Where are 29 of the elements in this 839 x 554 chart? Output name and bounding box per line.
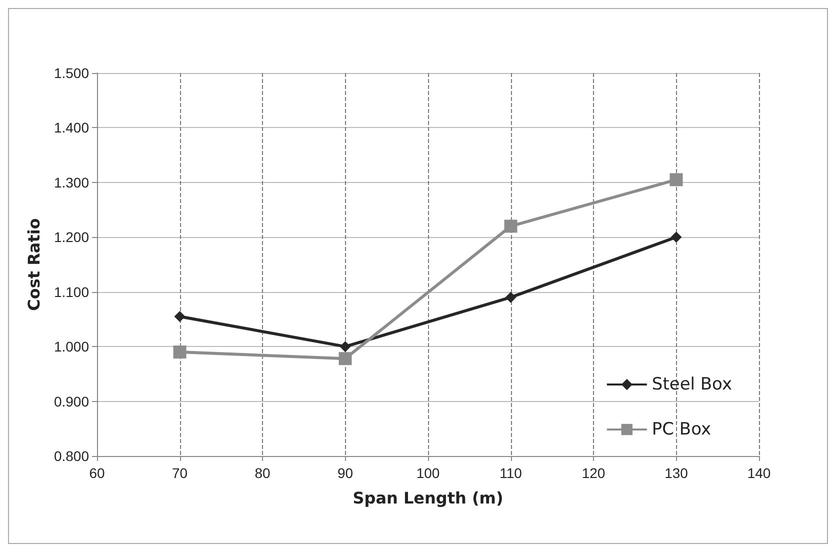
point bbox=[173, 346, 186, 359]
point bbox=[670, 232, 682, 243]
x-tick-label: 140 bbox=[747, 465, 771, 481]
y-tick-label: 1.500 bbox=[54, 65, 90, 81]
x-axis-title: Span Length (m) bbox=[352, 488, 504, 508]
legend-label: PC Box bbox=[652, 420, 712, 440]
y-tick-label: 1.400 bbox=[54, 120, 90, 136]
point bbox=[338, 352, 352, 366]
point bbox=[174, 310, 186, 322]
x-tick-label: 60 bbox=[89, 465, 105, 481]
x-tick-label: 70 bbox=[172, 465, 188, 481]
x-tick-label: 120 bbox=[582, 465, 606, 481]
y-axis-title: Cost Ratio bbox=[24, 218, 44, 311]
y-tick-label: 1.000 bbox=[54, 338, 90, 355]
point bbox=[505, 292, 516, 303]
x-tick-label: 80 bbox=[254, 465, 270, 481]
y-tick-label: 1.200 bbox=[54, 229, 90, 246]
legend-label: Steel Box bbox=[652, 374, 732, 394]
point bbox=[340, 341, 351, 352]
x-tick-label: 110 bbox=[500, 465, 522, 481]
y-tick-label: 0.800 bbox=[54, 448, 90, 464]
y-tick-label: 1.100 bbox=[54, 284, 90, 300]
point bbox=[670, 173, 683, 186]
y-tick-label: 1.300 bbox=[54, 174, 90, 190]
point bbox=[504, 220, 518, 233]
x-tick-label: 130 bbox=[664, 465, 688, 481]
x-tick-label: 100 bbox=[416, 465, 440, 481]
y-tick-label: 0.900 bbox=[54, 393, 90, 410]
x-tick-label: 90 bbox=[337, 465, 354, 481]
